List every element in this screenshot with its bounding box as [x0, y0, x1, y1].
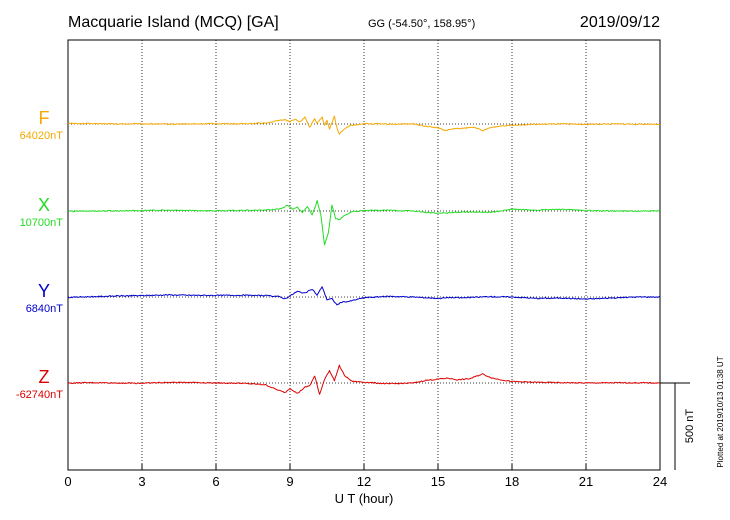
series-labels: F 64020nT X 10700nT Y 6840nT Z -62740nT — [16, 108, 63, 401]
x-tick-label: 3 — [138, 474, 145, 489]
plotted-timestamp: Plotted at 2019/10/13 01:38 UT — [716, 356, 725, 467]
scale-bar-label: 500 nT — [684, 409, 696, 444]
series-baseline-y: 6840nT — [26, 303, 64, 315]
vertical-grid — [141, 40, 587, 470]
series-baseline-z: -62740nT — [16, 389, 63, 401]
x-tick-label: 24 — [653, 474, 667, 489]
x-tick-label: 12 — [357, 474, 371, 489]
series-name-z: Z — [39, 367, 50, 387]
x-axis-label: U T (hour) — [335, 491, 394, 506]
series-name-x: X — [38, 195, 50, 215]
x-ticks: 0 3 6 9 12 15 18 21 24 — [64, 464, 667, 489]
station-title: Macquarie Island (MCQ) [GA] — [68, 14, 279, 31]
x-tick-label: 21 — [579, 474, 593, 489]
chart-date: 2019/09/12 — [580, 14, 660, 31]
x-tick-label: 6 — [212, 474, 219, 489]
x-tick-label: 15 — [431, 474, 445, 489]
traces — [67, 115, 661, 395]
station-coordinates: GG (-54.50°, 158.95°) — [368, 18, 475, 30]
series-baseline-x: 10700nT — [20, 217, 64, 229]
x-tick-label: 9 — [286, 474, 293, 489]
x-tick-label: 0 — [64, 474, 71, 489]
x-tick-label: 18 — [505, 474, 519, 489]
trace-x — [67, 199, 661, 246]
plot-frame — [67, 39, 661, 471]
series-name-f: F — [39, 108, 50, 128]
series-baseline-f: 64020nT — [20, 130, 64, 142]
trace-f — [67, 115, 661, 135]
series-name-y: Y — [38, 281, 50, 301]
trace-y — [67, 286, 661, 306]
trace-z — [67, 364, 660, 395]
